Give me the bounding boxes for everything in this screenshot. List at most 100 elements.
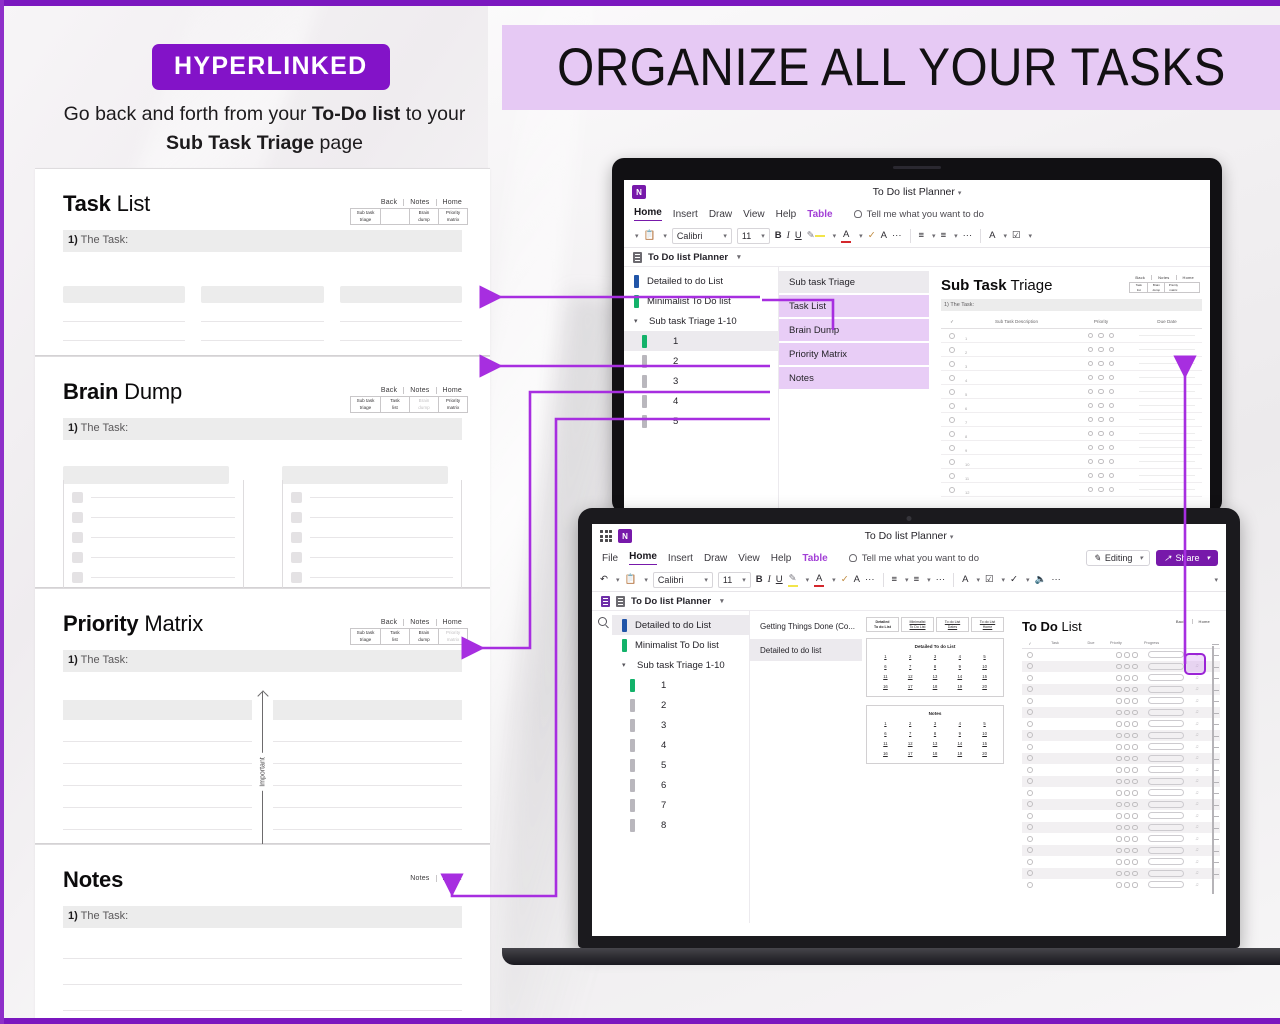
priority-radio[interactable] xyxy=(1124,709,1130,715)
priority-radio[interactable] xyxy=(1108,332,1115,339)
page-tab-notes[interactable]: Notes xyxy=(779,367,929,389)
card-nav-widget[interactable]: Back Notes Home Sub task triage Brain dump P… xyxy=(350,199,468,225)
nav-link-back[interactable]: Back xyxy=(1175,619,1186,624)
chevron-down-icon[interactable]: ▾ xyxy=(634,318,638,325)
row-checkbox[interactable] xyxy=(1022,778,1038,785)
progress-cell[interactable] xyxy=(1144,777,1188,785)
priority-radio[interactable] xyxy=(1116,686,1122,692)
priority-radio-group[interactable] xyxy=(1110,882,1144,888)
chevron-down-icon[interactable]: ▾ xyxy=(832,576,836,584)
index-number-link[interactable]: 16 xyxy=(883,751,888,756)
triage-row[interactable]: 8 xyxy=(941,427,1202,441)
priority-radio-group[interactable] xyxy=(1110,767,1144,773)
sidebar-subpage-7[interactable]: 7 xyxy=(612,795,749,815)
nav-box-priority-matrix[interactable]: Priority matrix xyxy=(1164,283,1181,292)
nav-box-priority-matrix[interactable]: Priority matrix xyxy=(438,397,467,412)
sidebar-subpage-5[interactable]: 5 xyxy=(612,755,749,775)
priority-radio[interactable] xyxy=(1098,346,1104,353)
index-number-link[interactable]: 17 xyxy=(907,751,913,756)
priority-radio-group[interactable] xyxy=(1070,374,1132,381)
row-checkbox[interactable] xyxy=(1022,743,1038,750)
checklist-item[interactable] xyxy=(290,512,453,523)
priority-radio-group[interactable] xyxy=(1110,721,1144,727)
priority-radio[interactable] xyxy=(1124,824,1130,830)
todo-row[interactable]: ♫ xyxy=(1022,749,1220,768)
card-task-list[interactable]: Task List Back Notes Home Sub task triage B… xyxy=(35,168,490,356)
priority-radio[interactable] xyxy=(1087,332,1094,339)
index-number-link[interactable]: 14 xyxy=(957,741,963,746)
progress-cell[interactable] xyxy=(1144,812,1188,820)
tab-view[interactable]: View xyxy=(743,208,765,220)
card-nav-links[interactable]: Back Notes Home xyxy=(350,387,468,394)
todo-row[interactable]: ♫ xyxy=(1022,760,1220,779)
triage-row[interactable]: 9 xyxy=(941,441,1202,455)
priority-radio[interactable] xyxy=(1124,663,1130,669)
priority-radio-group[interactable] xyxy=(1070,430,1132,437)
checkbox-icon[interactable] xyxy=(72,572,83,583)
styles-icon[interactable]: A xyxy=(989,230,996,241)
sound-icon[interactable]: ♫ xyxy=(1195,686,1199,693)
priority-radio[interactable] xyxy=(1116,755,1122,761)
progress-cell[interactable] xyxy=(1144,685,1188,693)
sound-icon[interactable]: ♫ xyxy=(1195,674,1199,681)
sidebar-subpage-4[interactable]: 4 xyxy=(612,735,749,755)
nav-link-home[interactable]: Home xyxy=(1175,275,1200,280)
tab-insert[interactable]: Insert xyxy=(667,552,693,564)
italic-button[interactable]: I xyxy=(786,230,790,241)
priority-radio[interactable] xyxy=(1132,813,1138,819)
index-number-link[interactable]: 12 xyxy=(907,674,913,679)
tab-help[interactable]: Help xyxy=(770,552,792,564)
priority-radio[interactable] xyxy=(1124,744,1130,750)
priority-radio[interactable] xyxy=(1087,388,1094,395)
card-nav-links[interactable]: Back Notes Home xyxy=(350,619,468,626)
chevron-down-icon[interactable]: ▾ xyxy=(622,662,626,669)
tell-me-search[interactable]: Tell me what you want to do xyxy=(848,553,979,564)
nav-box-priority-matrix[interactable]: Priority matrix xyxy=(438,209,467,224)
sound-icon[interactable]: ♫ xyxy=(1195,755,1199,762)
priority-radio[interactable] xyxy=(1098,458,1104,465)
priority-radio[interactable] xyxy=(1132,778,1138,784)
row-checkbox[interactable] xyxy=(941,486,963,493)
row-checkbox[interactable] xyxy=(941,346,963,353)
triage-row[interactable]: 5 xyxy=(941,385,1202,399)
sound-icon[interactable]: ♫ xyxy=(1195,881,1199,888)
index-number-link[interactable]: 15 xyxy=(982,741,987,746)
priority-radio[interactable] xyxy=(1116,824,1122,830)
row-checkbox[interactable] xyxy=(941,388,963,395)
page-task-field[interactable]: 1) The Task: xyxy=(941,299,1202,311)
due-date-cell[interactable] xyxy=(1132,489,1202,490)
more-font-options[interactable]: ··· xyxy=(865,574,875,585)
priority-radio[interactable] xyxy=(1116,847,1122,853)
nav-link-back[interactable]: Back xyxy=(380,199,398,206)
chevron-down-icon[interactable]: ▾ xyxy=(644,576,648,584)
more-paragraph-options[interactable]: ··· xyxy=(962,230,973,241)
priority-radio[interactable] xyxy=(1132,767,1138,773)
index-number-link[interactable]: 2 xyxy=(909,654,912,659)
priority-radio[interactable] xyxy=(1116,698,1122,704)
priority-radio-group[interactable] xyxy=(1110,709,1144,715)
todo-row[interactable]: ♫ xyxy=(1022,657,1220,676)
priority-radio-group[interactable] xyxy=(1110,801,1144,807)
priority-radio-group[interactable] xyxy=(1110,675,1144,681)
page-tab-brain-dump[interactable]: Brain Dump xyxy=(779,319,929,341)
index-number-link[interactable]: 2 xyxy=(909,721,912,726)
font-name-select[interactable]: Calibri ▾ xyxy=(652,571,713,588)
todo-row[interactable]: ♫ xyxy=(1022,783,1220,802)
notebook-name[interactable]: To Do list Planner xyxy=(631,595,712,607)
font-size-select[interactable]: 11 ▾ xyxy=(736,227,770,244)
todo-row[interactable]: ♫ xyxy=(1022,691,1220,710)
progress-bar[interactable] xyxy=(1148,754,1184,762)
row-checkbox[interactable] xyxy=(1022,835,1038,842)
sidebar-subpage-2[interactable]: 2 xyxy=(624,351,778,371)
priority-radio[interactable] xyxy=(1124,778,1130,784)
priority-radio[interactable] xyxy=(1132,652,1138,658)
font-color-icon[interactable]: A xyxy=(814,573,825,587)
page-nav-links[interactable]: Back Home xyxy=(1170,619,1216,624)
priority-radio[interactable] xyxy=(1087,486,1094,493)
priority-radio[interactable] xyxy=(1124,859,1130,865)
checkbox-icon[interactable] xyxy=(290,512,302,523)
row-checkbox[interactable] xyxy=(1022,732,1038,739)
chevron-down-icon[interactable]: ▾ xyxy=(704,576,708,584)
sound-icon[interactable]: ♫ xyxy=(1195,709,1199,716)
paste-icon[interactable]: 📋 xyxy=(624,574,637,585)
